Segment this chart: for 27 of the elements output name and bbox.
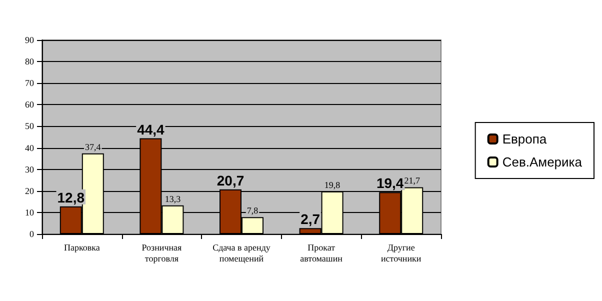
y-tick-label: 10 [25,207,34,218]
y-tick-label: 60 [25,100,34,110]
data-label: 7,8 [246,206,259,216]
x-tick-label: Прокат автомашин [300,242,343,264]
legend-label: Европа [502,132,548,146]
y-tick-label: 90 [25,35,34,45]
legend-label: Сев.Америка [502,154,583,170]
data-label: 21,7 [404,176,420,186]
y-tick-label: 80 [25,56,34,67]
data-label: 37,4 [85,142,102,152]
x-tick-label: Парковка [64,242,100,252]
y-tick-label: 70 [25,78,34,88]
y-tick-label: 50 [25,121,34,132]
x-tick-label: Другие источники [380,242,422,264]
y-tick-label: 0 [30,229,34,239]
data-label: 13,3 [164,194,182,204]
data-label: 19,8 [324,180,341,190]
data-label: 12,8 [57,189,85,206]
data-label: 44,4 [137,121,165,138]
y-tick-label: 30 [25,164,34,174]
data-label: 19,4 [376,175,404,192]
x-tick-label: Розничная торговля [142,242,182,264]
y-tick-label: 40 [25,142,34,153]
data-label: 2,7 [300,211,320,228]
x-tick-label: Сдача в аренду помещений [212,242,271,264]
data-label: 20,7 [216,172,244,188]
y-tick-label: 20 [25,186,34,196]
